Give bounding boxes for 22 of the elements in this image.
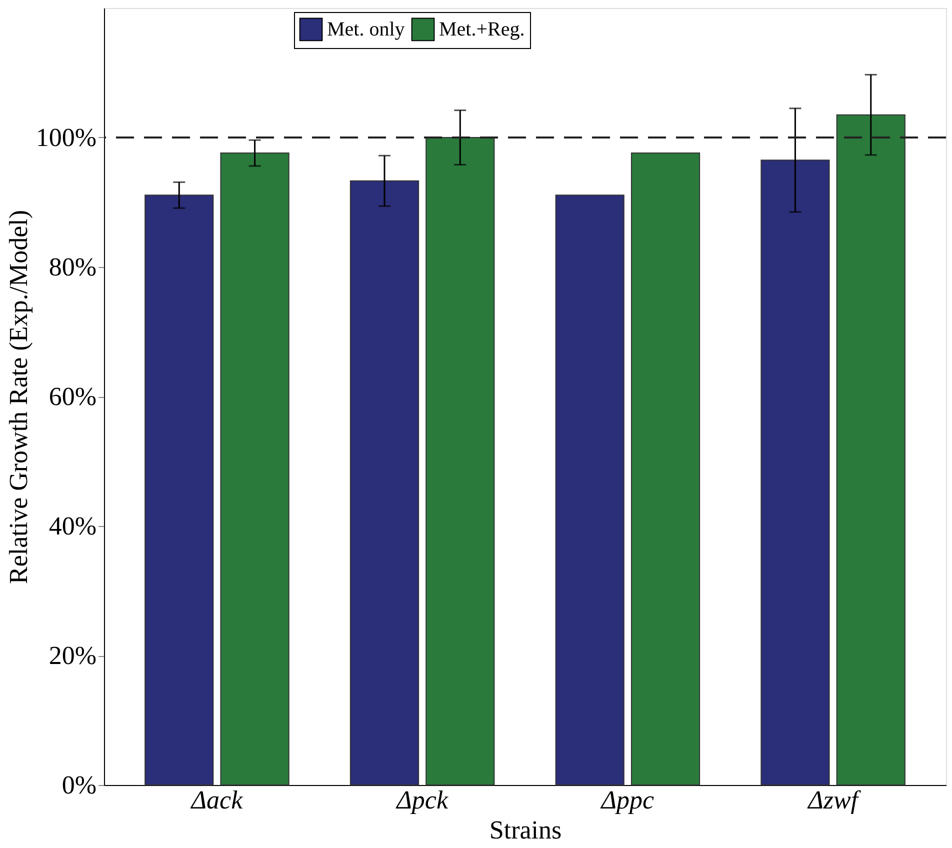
x-tick-label: Δack [190,786,244,814]
legend-label: Met.+Reg. [439,18,525,40]
bar [220,152,290,786]
bar [760,160,830,786]
y-tick-label: 80% [48,252,96,282]
y-tick-label: 100% [36,123,96,152]
y-tick-label: 0% [62,770,96,800]
legend-label: Met. only [327,18,405,40]
bar [630,152,700,786]
x-tick-label: Δpck [396,786,448,814]
y-tick-label: 20% [48,641,96,670]
y-tick-label: 60% [48,382,96,411]
x-axis-title: Strains [489,816,562,844]
bar [555,194,624,786]
bar [144,194,214,786]
x-tick-label: Δppc [600,786,655,814]
y-axis-title: Relative Growth Rate (Exp./Model) [4,210,33,584]
y-tick-label: 40% [48,512,96,540]
bar [350,180,420,786]
x-tick-label: Δzwf [807,786,862,814]
bar [426,137,495,786]
bar [836,114,906,786]
